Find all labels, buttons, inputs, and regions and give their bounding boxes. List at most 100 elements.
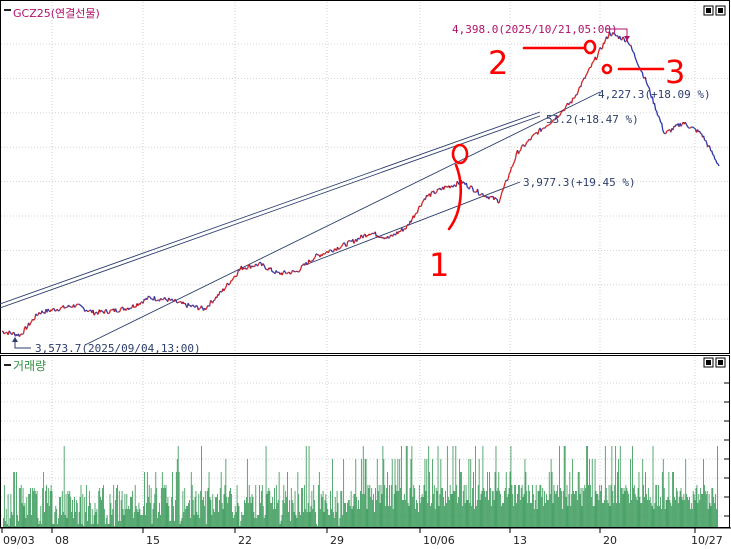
volume-bar [265,446,267,527]
volume-bar [545,503,546,527]
volume-bar [410,459,412,527]
volume-bar [39,521,41,527]
volume-bar [355,459,357,527]
volume-bar [503,503,504,527]
price-segment [580,81,583,88]
volume-bar [96,509,98,527]
price-segment [22,333,24,335]
channel-mid-line[interactable] [304,181,521,266]
volume-bar [234,506,236,527]
channel-lower-line[interactable] [84,91,601,346]
price-segment [168,297,171,300]
volume-bar [336,491,338,527]
volume-bar [273,509,274,527]
price-segment [343,242,347,247]
volume-bar [335,512,337,527]
volume-bar [660,497,661,527]
volume-bar [595,491,597,527]
volume-bar [533,509,535,527]
price-segment [462,181,465,184]
volume-bar [258,515,259,527]
price-segment [263,264,266,268]
volume-bar [53,524,55,527]
volume-bar [597,494,599,527]
volume-bar [544,491,545,527]
price-segment [105,309,108,313]
volume-bar [307,503,309,527]
price-segment [655,109,658,112]
price-segment [563,106,567,111]
volume-bar [197,515,199,527]
price-segment [82,306,85,309]
volume-bar [160,488,162,527]
volume-bar [66,518,68,527]
volume-bar [649,497,651,527]
volume-bar [82,494,84,527]
channel-upper-line-a[interactable] [0,111,541,305]
volume-bar [244,500,245,527]
volume-bar [438,506,440,527]
volume-bar [95,512,97,527]
volume-bar [44,512,45,527]
volume-bar [443,497,445,527]
volume-bar [601,485,603,527]
volume-bar [253,512,255,527]
volume-bar [167,497,169,527]
volume-bar [582,488,584,527]
price-segment [281,271,284,276]
volume-bar [372,500,374,527]
price-segment [8,330,11,333]
volume-bar [433,485,435,527]
volume-bar [374,488,376,527]
volume-bar [684,500,686,527]
volume-bar [709,503,711,527]
volume-bar [583,491,585,527]
volume-bar [693,494,695,527]
volume-bar [607,503,609,527]
volume-bar [70,497,72,527]
price-segment [338,247,342,250]
volume-bar [356,497,358,527]
volume-bar [654,503,656,527]
volume-bar [293,512,295,527]
price-segment [51,308,54,311]
volume-bar [403,500,404,527]
volume-bar [446,446,448,527]
price-segment [342,242,345,246]
price-segment [56,308,59,312]
volume-bar [7,494,9,527]
volume-bar [118,491,120,527]
volume-bar [630,459,631,527]
price-segment [521,144,524,147]
volume-bar [403,494,405,527]
volume-bar [298,494,300,527]
volume-bar [75,500,77,527]
price-segment [413,214,416,218]
volume-bar [687,497,688,527]
volume-bar [41,524,43,527]
price-segment [100,309,103,312]
volume-bar [696,485,698,527]
volume-bar [220,472,222,527]
volume-bar [646,500,648,527]
volume-bar [3,518,4,527]
volume-bar [673,472,674,527]
volume-bar [390,485,392,527]
price-segment [341,244,344,247]
volume-bar [506,497,508,527]
volume-bar [523,494,525,527]
channel-upper-line-b[interactable] [0,115,541,309]
volume-bar [517,485,519,527]
volume-bar [428,446,430,527]
volume-bar [437,446,439,527]
volume-bar [287,472,288,527]
price-segment [576,92,579,96]
volume-bar [625,485,627,527]
volume-bar [484,491,486,527]
volume-bar [246,459,248,527]
volume-bar [170,521,172,527]
volume-bar [701,494,703,527]
volume-bar [518,485,520,527]
volume-bar [606,500,608,527]
volume-bar [407,503,409,527]
